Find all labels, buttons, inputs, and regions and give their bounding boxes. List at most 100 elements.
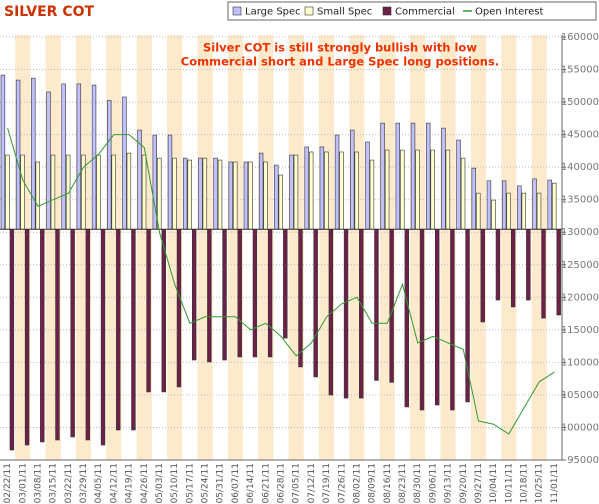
bar	[228, 161, 233, 230]
bar	[15, 79, 21, 230]
bar	[430, 149, 435, 230]
x-tick-label: 04/19/11	[125, 463, 135, 503]
y2-tick-label: 100000	[561, 422, 599, 433]
bar	[354, 151, 359, 230]
x-tick-label: 05/03/11	[155, 463, 165, 503]
bar	[374, 228, 379, 381]
x-tick-label: 09/13/11	[444, 463, 454, 503]
x-tick-label: 10/04/11	[489, 463, 499, 503]
x-tick-label: 07/26/11	[337, 463, 347, 503]
bar	[456, 139, 461, 230]
bar	[274, 164, 279, 230]
bar	[198, 157, 203, 230]
x-tick-label: 03/29/11	[79, 463, 89, 503]
x-tick-label: 06/28/11	[277, 463, 287, 503]
x-tick-label: 09/06/11	[428, 463, 438, 503]
x-tick-label: 10/18/11	[520, 463, 530, 503]
bar	[237, 228, 242, 358]
bar	[304, 146, 309, 230]
bar	[526, 228, 531, 301]
y2-tick-label: 140000	[561, 162, 599, 173]
bar	[263, 161, 268, 230]
x-tick-label: 06/07/11	[231, 463, 241, 503]
y2-tick-label: 155000	[561, 65, 599, 76]
line	[7, 127, 555, 435]
bar	[343, 228, 349, 399]
bar	[283, 228, 288, 339]
bar	[415, 149, 420, 230]
bar	[510, 228, 516, 308]
bar	[70, 228, 75, 438]
y2-tick-label: 130000	[561, 227, 599, 238]
legend-swatch	[232, 6, 242, 16]
y2-tick-label: 125000	[561, 260, 599, 271]
bar	[476, 192, 481, 230]
bar	[445, 149, 451, 230]
bar	[319, 146, 325, 230]
bar	[441, 127, 446, 230]
bar	[50, 154, 56, 230]
bar	[536, 192, 542, 230]
legend-label: Large Spec	[245, 7, 301, 18]
bar	[365, 141, 370, 230]
bar	[141, 154, 147, 230]
x-tick-label: 07/05/11	[292, 463, 302, 503]
bar	[35, 161, 40, 230]
bar	[289, 154, 294, 230]
x-tick-label: 03/08/11	[33, 463, 43, 503]
bar	[324, 151, 329, 230]
bar	[146, 228, 151, 393]
bar	[61, 83, 66, 230]
bar	[96, 154, 101, 230]
bar	[278, 174, 284, 230]
bar	[521, 192, 527, 230]
bar	[131, 228, 136, 431]
annotation: Silver COT is still strongly bullish wit…	[203, 41, 477, 55]
bar	[293, 154, 299, 230]
x-tick-label: 03/22/11	[64, 463, 74, 503]
x-tick-label: 06/14/11	[246, 463, 256, 503]
x-tick-label: 08/23/11	[398, 463, 408, 503]
bar	[248, 161, 253, 230]
bar	[126, 152, 132, 230]
bar	[100, 228, 106, 446]
bar	[167, 134, 173, 230]
y2-tick-label: 145000	[561, 130, 599, 141]
chart-title: SILVER COT	[4, 4, 95, 20]
bar	[31, 77, 36, 230]
y2-tick-label: 105000	[561, 390, 599, 401]
bar	[380, 122, 385, 230]
bar	[46, 91, 51, 230]
x-tick-label: 06/21/11	[261, 463, 271, 503]
x-tick-label: 10/25/11	[535, 463, 545, 503]
bar	[116, 228, 121, 431]
x-tick-label: 04/26/11	[140, 463, 150, 503]
legend-label: Small Spec	[317, 7, 372, 18]
bar	[400, 149, 405, 230]
bar	[419, 228, 425, 411]
bar	[491, 199, 496, 230]
bar	[76, 83, 82, 230]
bar	[552, 182, 557, 230]
bar	[395, 122, 401, 230]
bar	[404, 228, 410, 408]
x-tick-label: 07/19/11	[322, 463, 332, 503]
bar	[217, 159, 223, 230]
bar	[213, 157, 218, 230]
x-tick-label: 04/05/11	[94, 463, 104, 503]
bar	[486, 180, 492, 230]
bar	[85, 228, 91, 441]
bar	[313, 228, 318, 378]
bar	[556, 228, 561, 316]
bar	[369, 159, 375, 230]
x-tick-label: 09/20/11	[459, 463, 469, 503]
stripe	[501, 35, 517, 460]
x-tick-label: 02/22/11	[3, 463, 13, 503]
bar	[501, 180, 507, 230]
bar	[334, 134, 340, 230]
x-tick-label: 05/17/11	[185, 463, 195, 503]
bar	[9, 228, 15, 451]
bar	[191, 228, 197, 361]
bar	[258, 152, 264, 230]
bar	[359, 228, 364, 399]
